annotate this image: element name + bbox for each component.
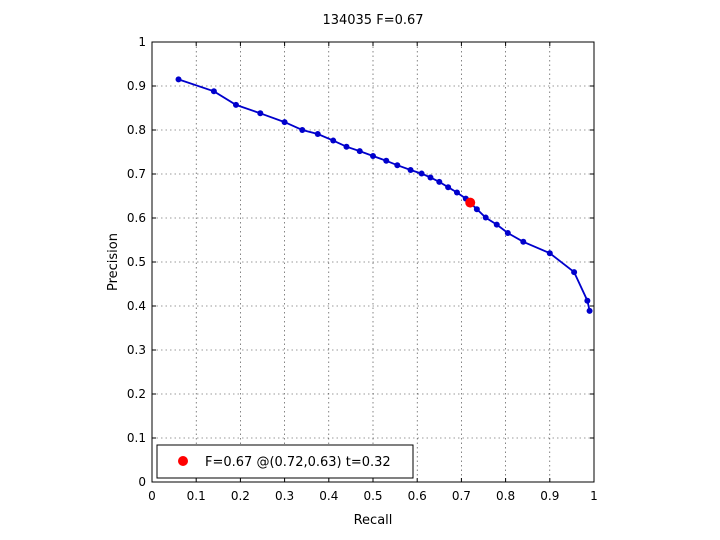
x-tick-label: 0.7 — [452, 489, 471, 503]
data-point — [571, 269, 578, 276]
y-tick-label: 0.5 — [127, 255, 146, 269]
y-tick-label: 0.2 — [127, 387, 146, 401]
y-tick-label: 1 — [138, 35, 146, 49]
data-point — [343, 143, 350, 150]
x-tick-label: 0 — [148, 489, 156, 503]
y-tick-label: 0.4 — [127, 299, 146, 313]
data-point — [299, 127, 306, 133]
data-point — [281, 119, 288, 126]
y-tick-label: 0.8 — [127, 123, 146, 137]
legend-marker-icon — [178, 456, 188, 466]
data-point — [493, 221, 500, 228]
legend-box — [156, 444, 414, 479]
data-point — [210, 88, 217, 95]
data-point — [584, 297, 591, 304]
data-point — [504, 229, 511, 236]
legend-entry: F=0.67 @(0.72,0.63) t=0.32 — [205, 455, 391, 470]
series-recall-precision — [175, 76, 593, 314]
data-point — [482, 214, 489, 221]
best-f-point — [465, 197, 476, 208]
data-point — [257, 110, 264, 117]
x-tick-label: 0.9 — [540, 489, 559, 503]
data-point — [330, 137, 337, 144]
data-point — [370, 152, 376, 159]
axis-ticks: 0 0.1 0.2 0.3 0.4 0.5 0.6 0.7 0.8 0.9 1 0 0.1 0.2 0.3 0… — [127, 35, 598, 503]
x-tick-label: 0.5 — [363, 489, 382, 503]
y-axis-label: Precision — [106, 233, 121, 291]
plot-frame — [151, 41, 595, 483]
y-tick-label: 0.7 — [127, 167, 146, 181]
grid — [152, 42, 594, 482]
x-axis-label: Recall — [354, 513, 393, 528]
data-point — [232, 101, 239, 108]
x-tick-label: 0.1 — [187, 489, 206, 503]
data-point — [407, 167, 414, 174]
data-point — [546, 250, 553, 257]
data-point — [520, 238, 527, 245]
data-point — [473, 206, 480, 213]
data-point — [314, 130, 321, 137]
x-tick-label: 0.8 — [496, 489, 515, 503]
data-point — [427, 174, 434, 181]
y-tick-label: 0.9 — [127, 79, 146, 93]
data-point — [586, 307, 593, 314]
x-tick-label: 0.4 — [319, 489, 338, 503]
x-tick-label: 0.6 — [408, 489, 427, 503]
data-point — [356, 148, 363, 155]
legend: F=0.67 @(0.72,0.63) t=0.32 — [156, 444, 414, 479]
data-point — [175, 76, 182, 83]
data-point — [445, 184, 452, 191]
data-point — [436, 178, 443, 185]
y-tick-label: 0 — [138, 475, 146, 489]
y-tick-label: 0.3 — [127, 343, 146, 357]
y-tick-label: 0.1 — [127, 431, 146, 445]
data-point — [418, 170, 425, 177]
x-tick-label: 0.3 — [275, 489, 294, 503]
x-tick-label: 0.2 — [231, 489, 250, 503]
data-point — [394, 162, 401, 169]
data-point — [453, 189, 460, 196]
y-tick-label: 0.6 — [127, 211, 146, 225]
chart-title: 134035 F=0.67 — [322, 13, 423, 28]
data-point — [383, 157, 390, 164]
x-tick-label: 1 — [590, 489, 598, 503]
